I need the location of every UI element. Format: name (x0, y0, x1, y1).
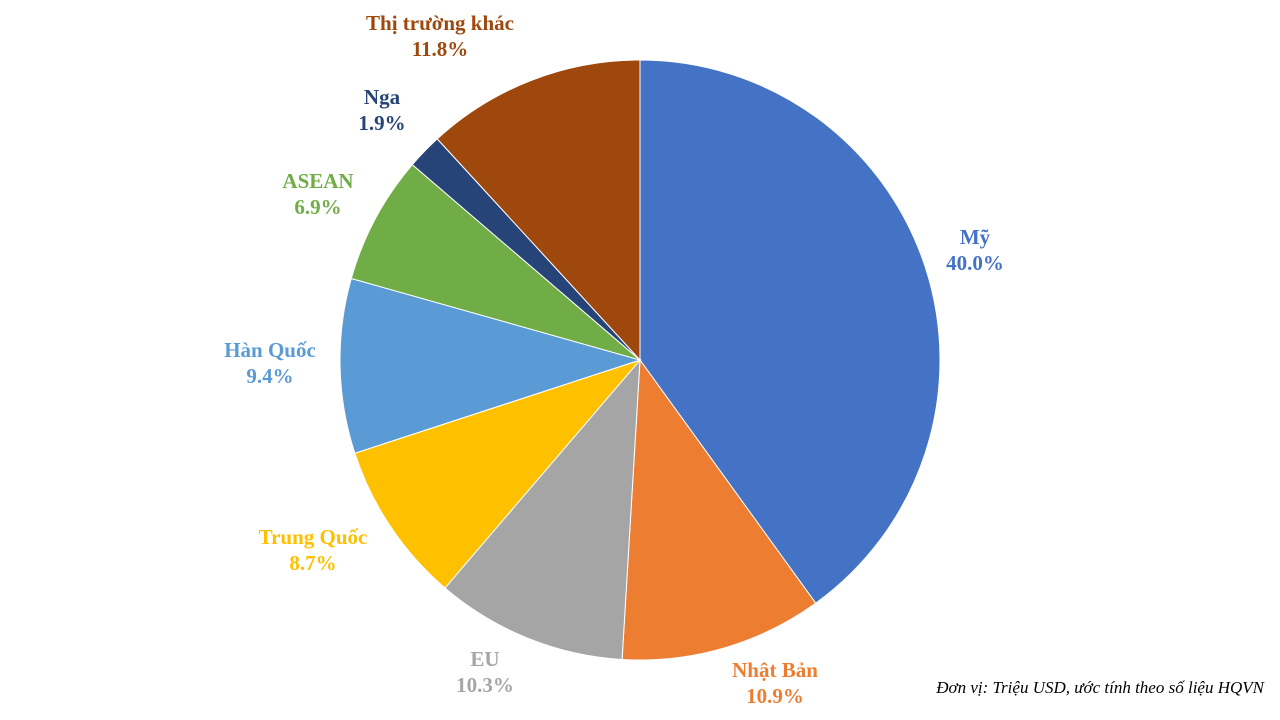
label-name-my: Mỹ (960, 225, 991, 249)
label-value-eu: 10.3% (456, 673, 514, 697)
slice-eu (444, 358, 641, 660)
label-trung-quoc: Trung Quốc 8.7% (259, 525, 368, 575)
label-name-han-quoc: Hàn Quốc (224, 338, 316, 362)
pie-slices (339, 59, 941, 661)
slice-han-quoc (339, 277, 642, 454)
pie-labels: Mỹ 40.0% Nhật Bản 10.9% EU 10.3% Trung Quốc 8.7… (224, 11, 1004, 708)
label-nga: Nga 1.9% (358, 85, 405, 135)
label-value-nhat-ban: 10.9% (746, 684, 804, 708)
label-asean: ASEAN 6.9% (282, 169, 353, 219)
label-name-thi-truong-khac: Thị trường khác (366, 11, 514, 35)
label-value-nga: 1.9% (358, 111, 405, 135)
label-han-quoc: Hàn Quốc 9.4% (224, 338, 316, 388)
label-name-nga: Nga (364, 85, 401, 109)
label-value-trung-quoc: 8.7% (289, 551, 336, 575)
slice-asean (350, 163, 641, 361)
unit-note: Đơn vị: Triệu USD, ước tính theo số liệu… (936, 678, 1264, 697)
label-value-thi-truong-khac: 11.8% (412, 37, 469, 61)
label-name-trung-quoc: Trung Quốc (259, 525, 368, 549)
label-eu: EU 10.3% (456, 647, 514, 697)
slice-nhat-ban (621, 358, 817, 661)
label-value-asean: 6.9% (294, 195, 341, 219)
label-name-asean: ASEAN (282, 169, 353, 193)
label-value-han-quoc: 9.4% (246, 364, 293, 388)
label-thi-truong-khac: Thị trường khác 11.8% (366, 11, 514, 61)
label-name-eu: EU (470, 647, 499, 671)
label-my: Mỹ 40.0% (946, 225, 1004, 275)
label-value-my: 40.0% (946, 251, 1004, 275)
slice-my (639, 59, 941, 604)
slice-thi-truong-khac (436, 59, 641, 362)
slice-trung-quoc (354, 358, 642, 589)
label-nhat-ban: Nhật Bản 10.9% (732, 658, 818, 708)
label-name-nhat-ban: Nhật Bản (732, 658, 818, 682)
